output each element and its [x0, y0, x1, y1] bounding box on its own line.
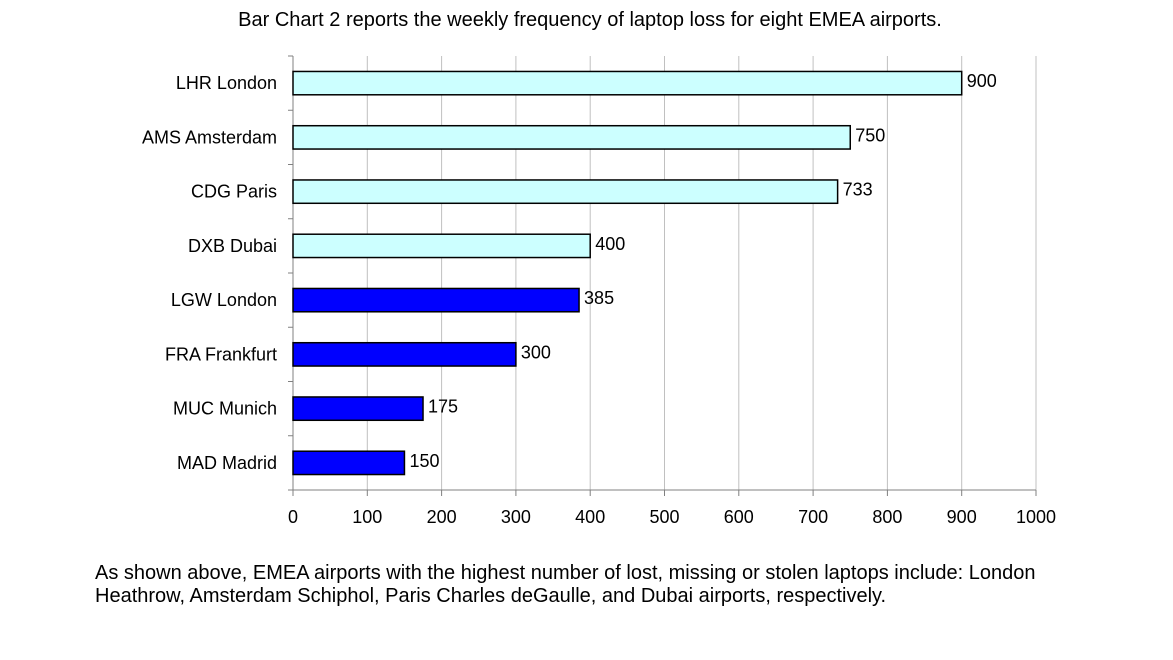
bar: [292, 287, 580, 313]
bar: [292, 124, 851, 150]
bar: [292, 70, 963, 96]
data-label: 733: [843, 180, 873, 200]
x-tick-label: 400: [575, 507, 605, 527]
x-tick-label: 200: [427, 507, 457, 527]
data-label: 400: [595, 234, 625, 254]
x-tick-label: 100: [352, 507, 382, 527]
category-label: FRA Frankfurt: [165, 344, 277, 364]
bar: [292, 233, 591, 259]
data-label: 385: [584, 288, 614, 308]
data-label: 150: [409, 451, 439, 471]
x-tick-label: 900: [947, 507, 977, 527]
gridlines: [366, 56, 1037, 490]
category-label: CDG Paris: [191, 182, 277, 202]
x-tick-label: 0: [288, 507, 298, 527]
bar: [292, 450, 406, 476]
category-label: MAD Madrid: [177, 453, 277, 473]
bars: [292, 70, 963, 476]
data-label: 300: [521, 342, 551, 362]
axes: [288, 55, 1037, 496]
caption-text: As shown above, EMEA airports with the h…: [95, 562, 1036, 607]
data-label: 900: [967, 71, 997, 91]
x-tick-label: 700: [798, 507, 828, 527]
category-label: LGW London: [171, 290, 277, 310]
x-tick-label: 800: [872, 507, 902, 527]
category-label: LHR London: [176, 73, 277, 93]
category-label: MUC Munich: [173, 399, 277, 419]
data-label: 175: [428, 397, 458, 417]
labels: 0 100 200 300 400 500 600 700 800 900 1000 LHR Lond…: [142, 71, 1056, 527]
category-label: DXB Dubai: [188, 236, 277, 256]
x-tick-label: 500: [649, 507, 679, 527]
x-tick-label: 600: [724, 507, 754, 527]
x-tick-label: 1000: [1016, 507, 1056, 527]
bar: [292, 341, 517, 367]
chart-title: Bar Chart 2 reports the weekly frequency…: [238, 9, 942, 31]
x-tick-label: 300: [501, 507, 531, 527]
category-label: AMS Amsterdam: [142, 127, 277, 147]
data-label: 750: [855, 125, 885, 145]
bar: [292, 179, 839, 205]
bar: [292, 396, 424, 422]
bar-chart: 0 100 200 300 400 500 600 700 800 900 1000 LHR Lond…: [142, 55, 1056, 527]
